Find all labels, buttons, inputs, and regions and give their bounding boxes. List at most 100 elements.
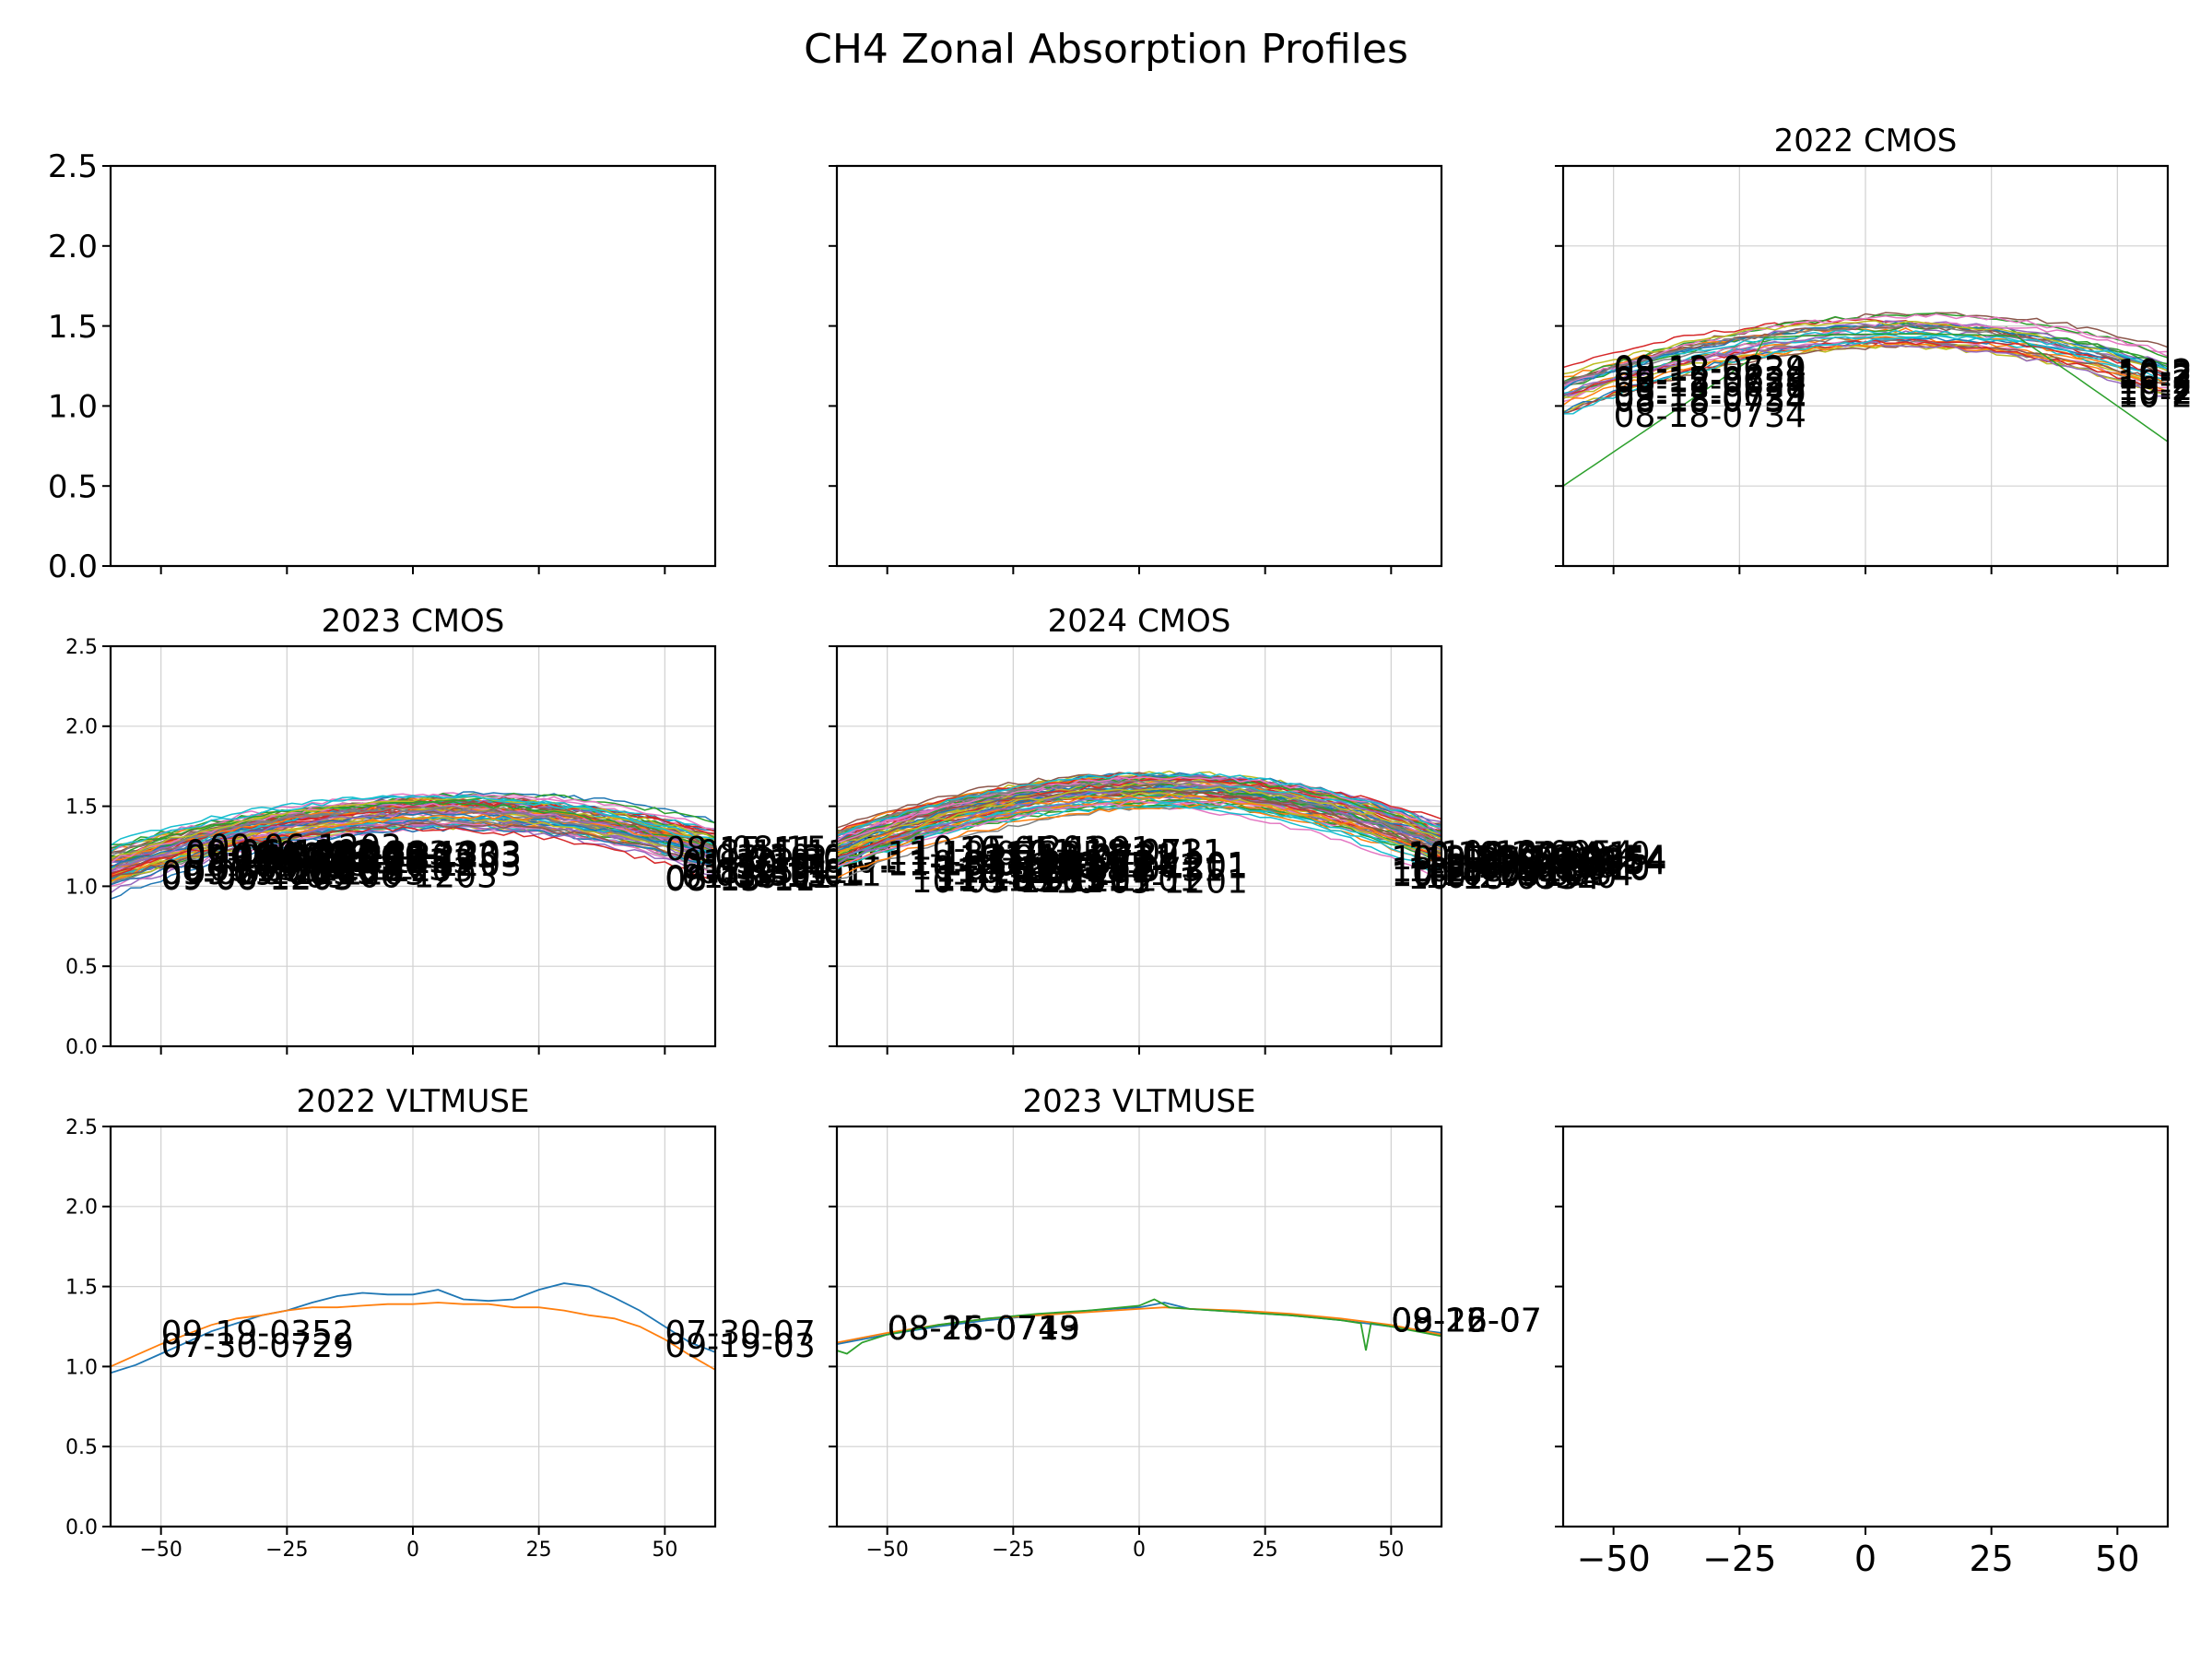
annotation-label: 08-15-11 [665, 860, 815, 898]
series-line [837, 780, 1441, 844]
annotation-label: 11-18-0731 [983, 839, 1176, 877]
series-line [1563, 329, 2168, 400]
x-tick-label: −25 [992, 1539, 1034, 1562]
annotation-label: 08-15-11 [731, 856, 881, 894]
annotation-label: 09-15-07 [1391, 1302, 1541, 1339]
annotation-label: 10-05-1201 [1007, 847, 1200, 885]
annotation-label: 10-05-1201 [959, 853, 1152, 890]
annotation-label: 10-27-0910 [1424, 848, 1617, 886]
annotation-label: 10-18-0954 [1441, 855, 1633, 893]
x-tick-label: 25 [1253, 1539, 1278, 1562]
annotation-label: 10-18-0954 [1441, 843, 1633, 880]
series-line [111, 808, 715, 872]
annotation-labels: 08-18-073409-12-062908-18-073409-12-0629… [1614, 349, 2193, 435]
annotation-label: 08-15-11 [698, 854, 848, 891]
series-line [1563, 313, 2168, 388]
series-line [111, 795, 715, 853]
x-tick-label: 0 [406, 1539, 419, 1562]
annotation-label: 10-27-0910 [1424, 858, 1617, 896]
annotation-label: 09-06-1203 [257, 850, 450, 888]
annotation-label: 09-06-1203 [185, 834, 378, 872]
annotation-label: 09-06-1203 [233, 840, 426, 878]
annotation-label: 10-05-1201 [959, 862, 1152, 900]
subplot-4: 0.0 0.5 1.0 1.5 2.0 2.5 2023 CMOS 09-06-120309-… [65, 603, 899, 1059]
x-tick-label: 50 [652, 1539, 677, 1562]
series-line [837, 786, 1441, 856]
annotation-label: 08-15-11 [698, 833, 848, 871]
annotation-label: 08-26-0743 [888, 1310, 1080, 1348]
y-tick-label: 2.0 [65, 716, 98, 739]
subplot-3: 2022 CMOS 08-18-073409-12-062908-18-07340… [1555, 123, 2193, 574]
subplot-1: 0.0 0.5 1.0 1.5 2.0 2.5 [48, 148, 717, 585]
y-tick-label: 0.5 [65, 1436, 98, 1459]
annotation-label: 11-18-0731 [983, 838, 1176, 876]
annotation-label: 09-19-0352 [161, 1315, 354, 1352]
annotation-label: 09-06-1203 [281, 852, 474, 890]
annotation-label: 08-15-11 [698, 834, 848, 872]
series-line [837, 804, 1441, 870]
annotation-label: 10-27-0910 [1424, 841, 1617, 879]
annotation-label: 08-12-07 [1391, 1302, 1541, 1339]
annotation-label: 09-06-1203 [281, 837, 474, 875]
subplot-2 [829, 164, 1443, 574]
annotation-label: 10-05-1201 [912, 850, 1104, 888]
y-tick-label: 1.0 [65, 1356, 98, 1379]
annotation-label: 01-30-01 [681, 858, 831, 896]
subplot-title: 2023 CMOS [322, 603, 505, 640]
series-line [1563, 323, 2168, 391]
annotation-label: 09-06-1203 [257, 835, 450, 873]
series-group [837, 770, 1441, 880]
annotation-label: 10-18-0954 [1407, 859, 1600, 897]
annotation-label: 11-18-0731 [935, 861, 1128, 899]
annotation-label: 09-06-1203 [233, 840, 426, 878]
annotation-label: 09-06-1203 [185, 839, 378, 877]
annotation-label: 01-30-01 [681, 843, 831, 881]
x-tick-label: 50 [1378, 1539, 1404, 1562]
y-tick-label: 1.5 [65, 796, 98, 820]
annotation-label: 11-18-0731 [983, 844, 1176, 882]
series-line [111, 822, 715, 876]
series-group [837, 1298, 1441, 1355]
annotation-label: 08-18-0734 [1614, 382, 1806, 419]
annotation-label: 09-06-1203 [209, 842, 402, 879]
annotation-label: 11-18-0731 [888, 844, 1080, 882]
annotation-label: 09-06-1203 [161, 859, 354, 897]
annotation-label: 08-15-11 [731, 857, 881, 895]
annotation-label: 11-18-0731 [935, 859, 1128, 897]
annotation-label: 10-2 [2117, 364, 2193, 402]
annotation-label: 08-15-11 [665, 861, 815, 899]
annotation-label: 08-26-07 [1391, 1302, 1541, 1339]
annotation-label: 09-06-1203 [329, 846, 522, 884]
x-tick-label: −50 [1577, 1539, 1651, 1579]
annotation-label: 10-2 [2117, 360, 2193, 397]
subplot-6: −50 −25 0 25 50 0.0 0.5 1.0 1.5 2.0 2.5 2022 VLTMUS… [65, 1083, 816, 1562]
series-line [1563, 339, 2168, 395]
annotation-label: 09-12-0629 [1614, 376, 1806, 414]
x-tick-label: 25 [1969, 1539, 2013, 1579]
annotation-label: 08-18-0734 [1614, 382, 1806, 419]
annotation-label: 01-30-01 [681, 848, 831, 886]
annotation-label: 10-18-0954 [1407, 852, 1600, 890]
series-line [837, 795, 1441, 866]
series-line [837, 784, 1441, 860]
y-tick-label: 2.0 [48, 229, 98, 265]
series-line [111, 821, 715, 879]
subplot-title: 2022 CMOS [1774, 123, 1958, 159]
annotation-label: 10-05-1201 [912, 830, 1104, 867]
annotation-label: 09-12-0629 [1614, 360, 1806, 398]
subplot-title: 2024 CMOS [1048, 603, 1231, 640]
x-tick-label: 0 [1854, 1539, 1877, 1579]
annotation-labels: 11-18-073110-05-120111-18-073110-05-1201… [888, 830, 1667, 901]
series-line [111, 1282, 715, 1374]
annotation-label: 10-2 [2117, 353, 2193, 391]
annotation-label: 11-18-0731 [1031, 833, 1224, 871]
annotation-label: 09-06-1203 [305, 837, 498, 875]
annotation-label: 09-06-1203 [161, 860, 354, 898]
y-tick-label: 2.5 [65, 636, 98, 659]
series-line [837, 772, 1441, 837]
x-tick-label: 0 [1133, 1539, 1146, 1562]
x-tick-label: −50 [865, 1539, 908, 1562]
y-tick-label: 1.0 [48, 389, 98, 426]
